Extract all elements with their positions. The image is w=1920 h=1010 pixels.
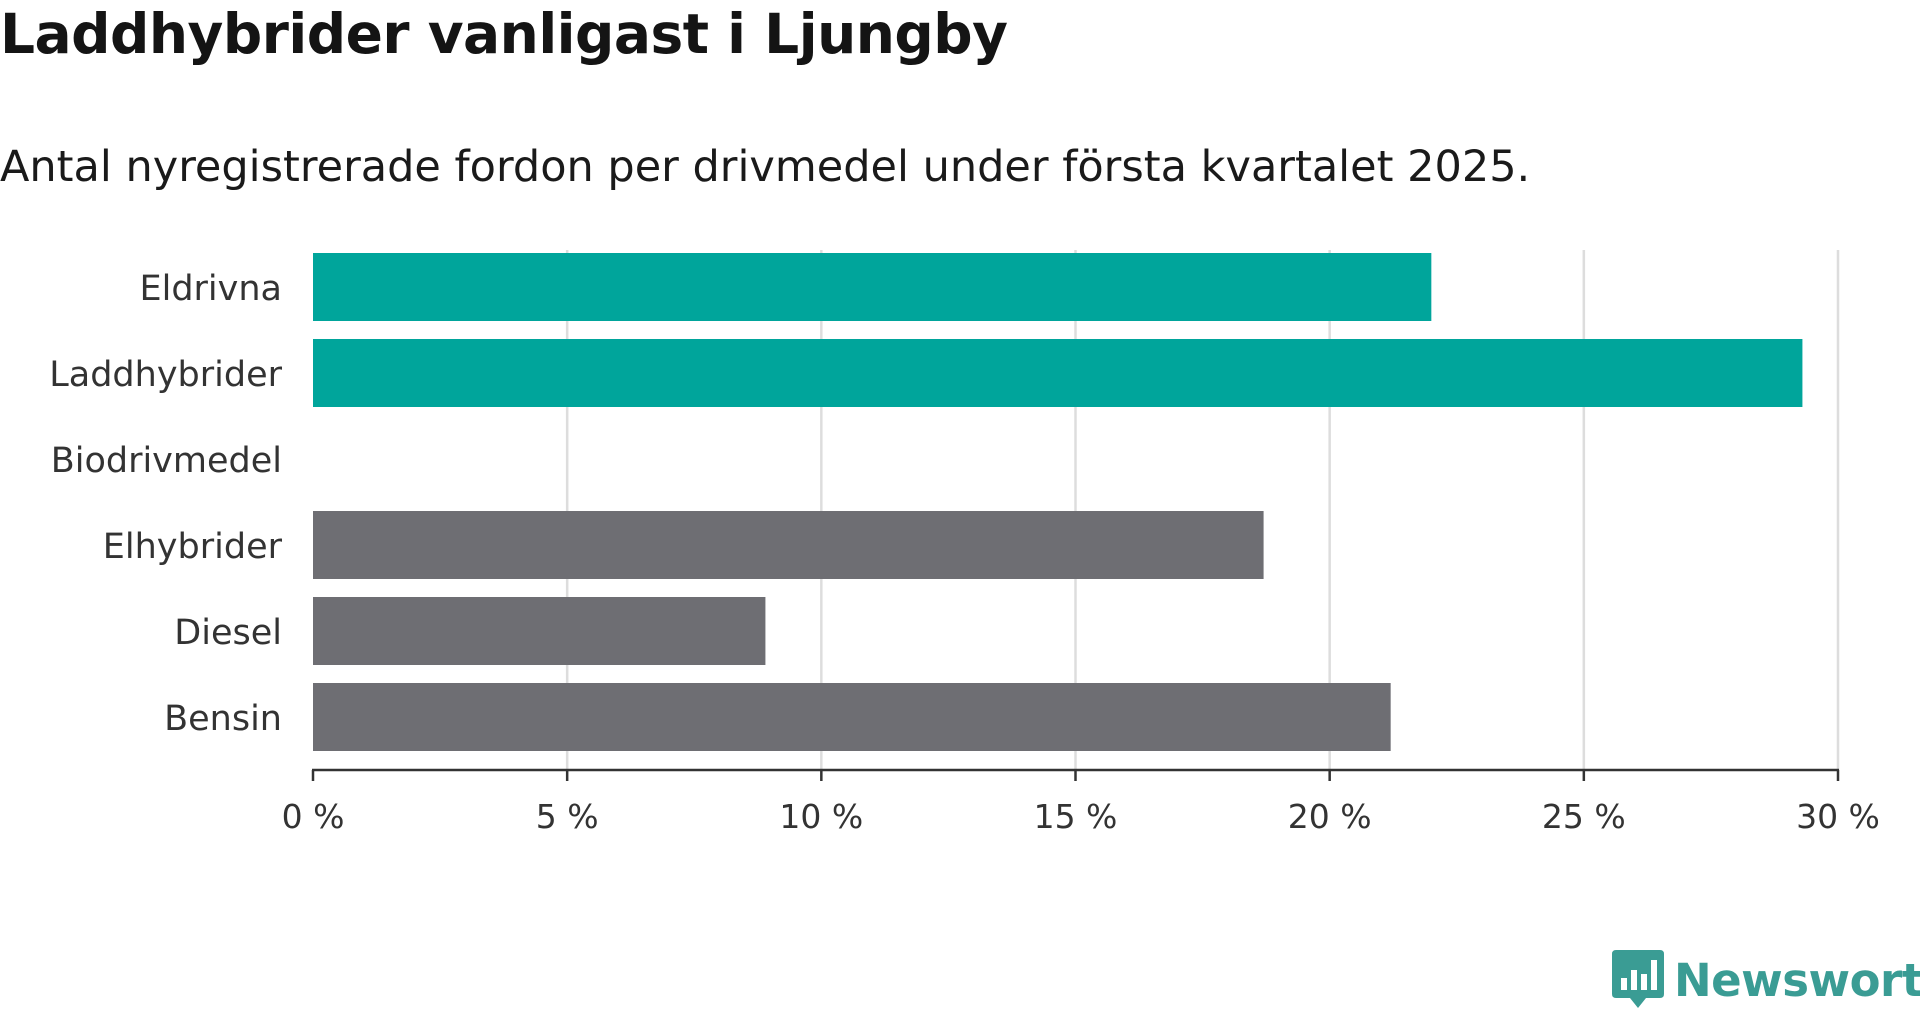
x-tick-label-25: 25 % <box>1542 797 1626 836</box>
category-label-elhybrider: Elhybrider <box>103 527 283 567</box>
chart-title: Laddhybrider vanligast i Ljungby <box>0 2 1008 66</box>
x-tick-label-5: 5 % <box>536 797 599 836</box>
x-tick-label-30: 30 % <box>1796 797 1880 836</box>
x-tick-label-15: 15 % <box>1034 797 1118 836</box>
bar-laddhybrider <box>313 339 1803 407</box>
category-label-eldrivna: Eldrivna <box>139 269 282 309</box>
bar-eldrivna <box>313 253 1432 321</box>
bar-bensin <box>313 683 1391 751</box>
category-label-laddhybrider: Laddhybrider <box>49 355 282 395</box>
bars <box>313 253 1803 751</box>
bar-diesel <box>313 597 766 665</box>
newsworthy-logo: Newsworthy <box>1612 950 1920 1010</box>
x-tick-label-20: 20 % <box>1288 797 1372 836</box>
chart-subtitle: Antal nyregistrerade fordon per drivmede… <box>0 142 1531 192</box>
category-label-bensin: Bensin <box>164 699 282 739</box>
x-tick-label-10: 10 % <box>779 797 863 836</box>
category-labels: Eldrivna Laddhybrider Biodrivmedel Elhybrid… <box>49 269 282 739</box>
category-label-diesel: Diesel <box>174 613 282 653</box>
x-tick-label-0: 0 % <box>282 797 345 836</box>
bar-elhybrider <box>313 511 1264 579</box>
x-axis-ticks: 0 % 5 % 10 % 15 % 20 % 25 % 30 % <box>282 770 1880 836</box>
newsworthy-logo-icon <box>1612 950 1664 1008</box>
brand-name: Newsworthy <box>1674 953 1920 1007</box>
category-label-biodrivmedel: Biodrivmedel <box>51 441 282 481</box>
